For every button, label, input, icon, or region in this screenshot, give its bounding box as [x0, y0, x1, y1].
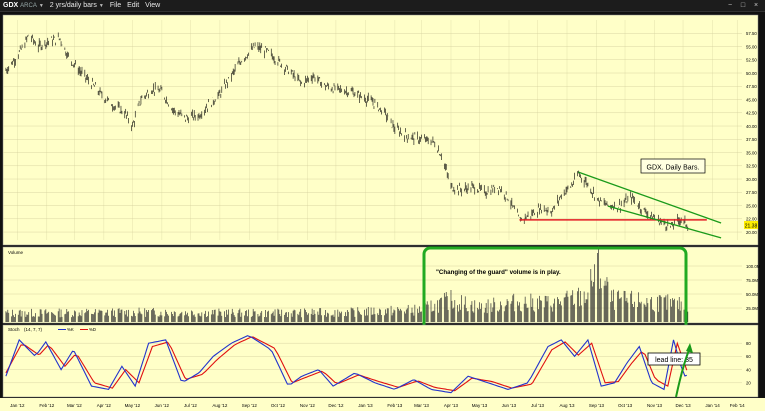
- price-tick-label: 30.00: [746, 177, 757, 182]
- x-tick-label: Sep '12: [242, 403, 258, 408]
- x-tick-label: Jan '14: [705, 403, 720, 408]
- x-tick-label: Jun '13: [502, 403, 517, 408]
- time-x-axis: Jan '12 Feb '12 Mar '12 Apr '12 May '12 Jun '…: [0, 398, 765, 411]
- chart-title: GDX. Daily Bars.: [647, 165, 700, 172]
- menu-edit[interactable]: Edit: [127, 2, 140, 9]
- volume-y-axis: 100.0M 75.0M 50.0M 25.0M: [746, 264, 761, 311]
- x-tick-label: Oct '13: [618, 403, 633, 408]
- x-tick-label: Feb '12: [39, 403, 54, 408]
- volume-grid: [3, 265, 742, 309]
- price-tick-label: 35.00: [746, 150, 757, 155]
- volume-tick-label: 25.0M: [746, 306, 758, 311]
- volume-tick-label: 75.0M: [746, 278, 758, 283]
- x-tick-label: Apr '13: [444, 403, 459, 408]
- stoch-legend-label: %K: [67, 327, 74, 332]
- menu-file[interactable]: File: [109, 2, 122, 9]
- x-tick-label: May '13: [472, 403, 488, 408]
- x-tick-label: Jan '13: [358, 403, 373, 408]
- x-tick-label: Feb '13: [387, 403, 402, 408]
- x-tick-label: Sep '13: [589, 403, 605, 408]
- price-tick-label: 42.50: [746, 111, 757, 116]
- x-tick-label: Feb '14: [730, 403, 745, 408]
- exchange-label: ARCA: [20, 2, 37, 9]
- timeframe-label: 2 yrs/daily bars: [49, 2, 97, 9]
- x-tick-label: May '12: [125, 403, 141, 408]
- price-tick-label: 45.00: [746, 97, 757, 102]
- maximize-icon[interactable]: □: [740, 2, 746, 9]
- x-tick-label: Apr '12: [97, 403, 112, 408]
- volume-tick-label: 100.0M: [746, 264, 761, 269]
- chevron-down-icon: ▼: [38, 2, 44, 9]
- price-panel: [2, 14, 759, 246]
- stoch-legend-label: %D: [89, 327, 96, 332]
- price-tick-label: 37.50: [746, 137, 757, 142]
- x-tick-label: Aug '13: [559, 403, 575, 408]
- stoch-legend: %K %D: [58, 327, 96, 332]
- stoch-grid: [3, 343, 742, 383]
- menu-view[interactable]: View: [145, 2, 161, 9]
- close-icon[interactable]: ×: [753, 2, 759, 9]
- last-price-marker: [744, 221, 758, 229]
- x-tick-label: Jul '13: [531, 403, 544, 408]
- lead-arrow: [675, 349, 690, 398]
- volume-annotation-text: "Changing of the guard" volume is in pla…: [436, 269, 561, 276]
- stoch-panel-params: (14, 7, 7): [24, 327, 43, 332]
- x-tick-label: Dec '13: [675, 403, 691, 408]
- price-tick-label: 55.00: [746, 44, 757, 49]
- price-tick-label: 32.50: [746, 164, 757, 169]
- x-tick-label: Mar '13: [414, 403, 429, 408]
- x-axis-band: [0, 398, 765, 411]
- channel-upper-line: [578, 171, 722, 224]
- price-y-axis: 57.50 55.00 52.50 50.00 47.50 45.00 42.50 40.00…: [746, 31, 757, 235]
- timeframe-selector[interactable]: 2 yrs/daily bars ▼: [50, 2, 104, 9]
- price-grid: [3, 20, 742, 240]
- price-tick-label: 27.50: [746, 190, 757, 195]
- price-tick-label: 40.00: [746, 124, 757, 129]
- lead-line-text: lead line: 35: [655, 357, 693, 364]
- chart-toolbar: GDX ARCA ▼ 2 yrs/daily bars ▼ File Edit …: [0, 0, 765, 12]
- stoch-panel-title: Stoch: [8, 327, 20, 332]
- x-tick-label: Nov '13: [647, 403, 663, 408]
- lead-arrow-head-icon: [686, 343, 693, 353]
- stoch-tick-label: 20: [746, 381, 751, 386]
- stoch-tick-label: 80: [746, 341, 751, 346]
- x-tick-label: Aug '12: [212, 403, 228, 408]
- stoch-d-line: [5, 336, 688, 392]
- price-tick-label: 25.00: [746, 203, 757, 208]
- price-tick-label: 20.00: [746, 230, 757, 235]
- symbol-selector[interactable]: GDX ARCA ▼: [3, 2, 44, 9]
- stoch-k-line: [5, 335, 687, 394]
- volume-tick-label: 50.0M: [746, 292, 758, 297]
- channel-lower-line: [607, 205, 722, 239]
- x-tick-label: Dec '12: [328, 403, 344, 408]
- chart-canvas: 57.50 55.00 52.50 50.00 47.50 45.00 42.50 40.00…: [0, 14, 765, 411]
- symbol-label: GDX: [3, 2, 19, 9]
- minimize-icon[interactable]: −: [727, 2, 733, 9]
- x-tick-label: Jun '12: [155, 403, 170, 408]
- x-tick-label: Jul '12: [184, 403, 197, 408]
- volume-bars: [5, 245, 689, 322]
- price-tick-label: 47.50: [746, 84, 757, 89]
- price-tick-label: 52.50: [746, 58, 757, 63]
- price-tick-label: 22.00: [746, 217, 757, 222]
- x-tick-label: Jan '12: [10, 403, 25, 408]
- last-price-label: 21.38: [745, 224, 758, 230]
- volume-panel-title: Volume: [8, 250, 24, 255]
- price-tick-label: 57.50: [746, 31, 757, 36]
- stoch-tick-label: 40: [746, 367, 751, 372]
- x-tick-label: Nov '12: [300, 403, 316, 408]
- chart-title-box: [640, 158, 706, 174]
- x-tick-label: Oct '12: [271, 403, 286, 408]
- stoch-y-axis: 80 60 40 20: [746, 341, 751, 386]
- x-tick-label: Mar '12: [67, 403, 82, 408]
- stoch-tick-label: 60: [746, 354, 751, 359]
- chevron-down-icon: ▼: [98, 2, 104, 9]
- price-tick-label: 50.00: [746, 71, 757, 76]
